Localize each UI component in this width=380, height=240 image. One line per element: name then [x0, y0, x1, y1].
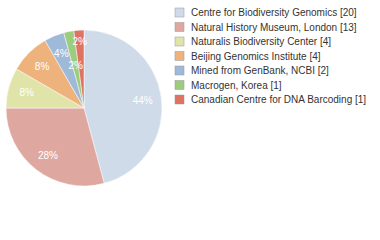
- legend-swatch: [175, 95, 184, 104]
- legend-label: Centre for Biodiversity Genomics [20]: [191, 7, 357, 18]
- legend-label: Beijing Genomics Institute [4]: [191, 51, 321, 62]
- chart: 44% 28% 8% 8% 4%2% 2% Centre for Biodiversity …: [0, 0, 380, 240]
- legend-swatch: [175, 8, 184, 17]
- data-label: 2%: [72, 36, 87, 47]
- legend-swatch: [175, 66, 184, 75]
- legend-label: Natural History Museum, London [13]: [191, 22, 357, 33]
- pie: [6, 30, 162, 186]
- data-label: 4%: [54, 48, 69, 59]
- data-label: 28%: [38, 150, 58, 161]
- data-label: 44%: [133, 95, 153, 106]
- pie-slice: [6, 108, 104, 186]
- data-label: 8%: [35, 61, 50, 72]
- data-labels: 44% 28% 8% 8% 4%2% 2%: [20, 36, 153, 161]
- data-label: 2%: [68, 60, 83, 71]
- legend-swatch: [175, 81, 184, 90]
- legend-label: Macrogen, Korea [1]: [191, 80, 282, 91]
- legend-label: Canadian Centre for DNA Barcoding [1]: [191, 94, 366, 105]
- legend-label: Mined from GenBank, NCBI [2]: [191, 65, 329, 76]
- legend-swatch: [175, 37, 184, 46]
- legend: Centre for Biodiversity Genomics [20] Nat…: [175, 7, 366, 105]
- data-label: 8%: [20, 87, 35, 98]
- legend-label: Naturalis Biodiversity Center [4]: [191, 36, 331, 47]
- legend-swatch: [175, 23, 184, 32]
- legend-swatch: [175, 52, 184, 61]
